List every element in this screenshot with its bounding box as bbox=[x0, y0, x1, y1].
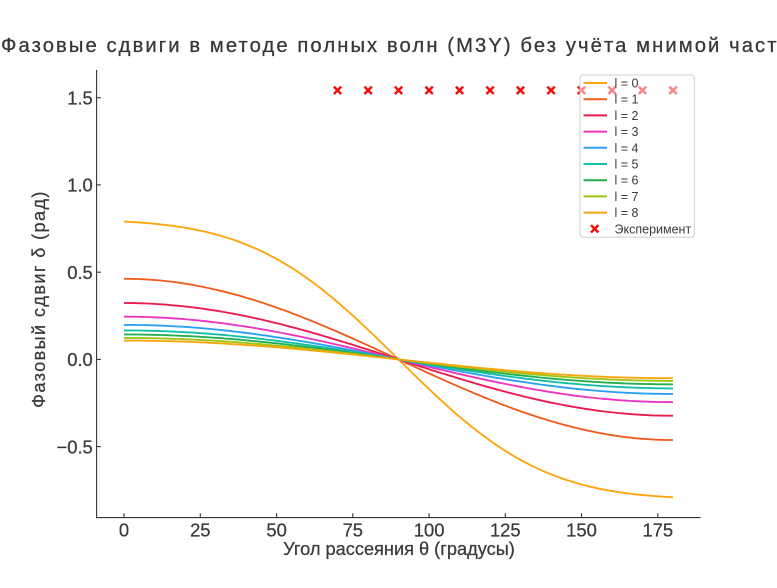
svg-text:0.0: 0.0 bbox=[67, 349, 93, 370]
svg-text:125: 125 bbox=[490, 519, 521, 540]
svg-text:l = 0: l = 0 bbox=[615, 77, 639, 91]
svg-text:0.5: 0.5 bbox=[67, 262, 93, 283]
svg-text:l = 2: l = 2 bbox=[615, 109, 639, 123]
svg-text:100: 100 bbox=[414, 519, 445, 540]
svg-text:50: 50 bbox=[266, 519, 286, 540]
svg-text:l = 1: l = 1 bbox=[615, 93, 639, 107]
svg-text:75: 75 bbox=[343, 519, 363, 540]
svg-text:Фазовые сдвиги в методе полных: Фазовые сдвиги в методе полных волн (M3Y… bbox=[1, 35, 777, 57]
svg-text:Угол рассеяния θ (градусы): Угол рассеяния θ (градусы) bbox=[283, 539, 515, 559]
svg-text:l = 7: l = 7 bbox=[615, 190, 639, 204]
svg-text:0: 0 bbox=[119, 519, 129, 540]
svg-text:l = 5: l = 5 bbox=[615, 158, 639, 172]
svg-text:25: 25 bbox=[190, 519, 210, 540]
svg-text:−0.5: −0.5 bbox=[56, 436, 92, 457]
svg-text:1.0: 1.0 bbox=[67, 175, 93, 196]
svg-text:l = 8: l = 8 bbox=[615, 206, 639, 220]
svg-text:Эксперимент: Эксперимент bbox=[615, 222, 692, 236]
svg-text:l = 6: l = 6 bbox=[615, 174, 639, 188]
svg-text:l = 3: l = 3 bbox=[615, 125, 639, 139]
svg-text:l = 4: l = 4 bbox=[615, 141, 639, 155]
svg-text:Фазовый сдвиг δ (рад): Фазовый сдвиг δ (рад) bbox=[29, 190, 49, 408]
svg-text:150: 150 bbox=[566, 519, 597, 540]
svg-text:1.5: 1.5 bbox=[67, 87, 93, 108]
svg-text:175: 175 bbox=[642, 519, 673, 540]
